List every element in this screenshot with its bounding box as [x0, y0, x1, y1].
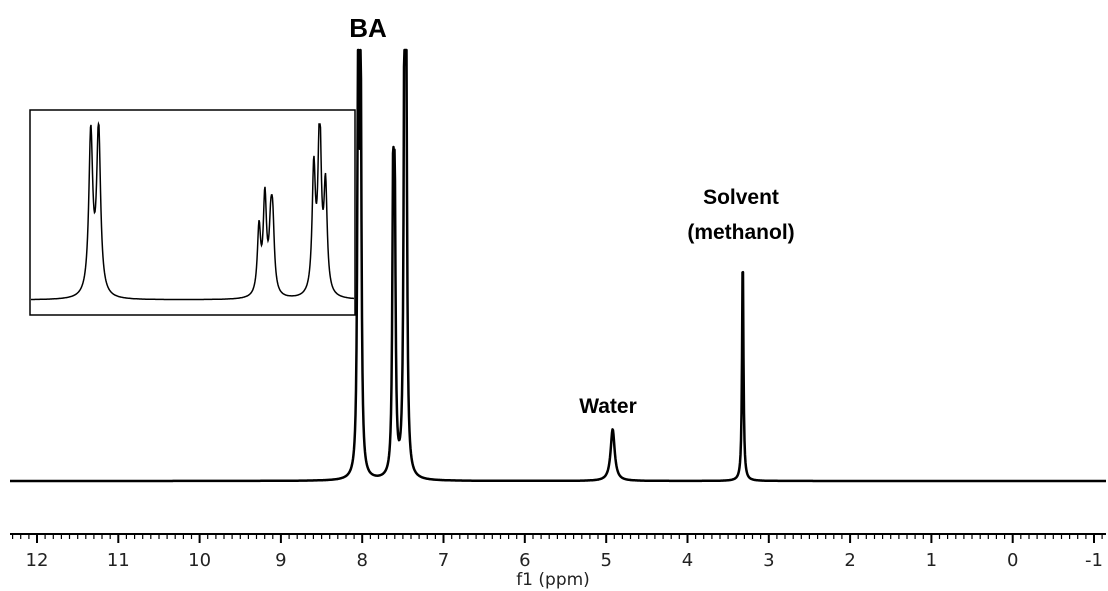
x-tick-label: 7 — [438, 550, 449, 571]
x-tick-label: -1 — [1085, 550, 1103, 571]
inset-spectrum-trace — [31, 121, 355, 301]
x-axis-title: f1 (ppm) — [516, 570, 590, 590]
annotation-methanol: (methanol) — [687, 221, 794, 244]
x-tick-label: 9 — [275, 550, 286, 571]
x-tick-label: 3 — [763, 550, 774, 571]
x-tick-label: 6 — [519, 550, 530, 571]
x-axis-ticks: 12 11 10 9 8 7 6 5 4 3 2 1 0 -1 — [12, 534, 1103, 571]
x-tick-label: 5 — [600, 550, 611, 571]
inset-frame — [29, 109, 356, 316]
annotation-water: Water — [579, 395, 637, 418]
annotation-ba: BA — [349, 13, 387, 43]
x-tick-label: 10 — [188, 550, 211, 571]
main-spectrum-trace — [9, 48, 1107, 483]
x-tick-label: 11 — [107, 550, 130, 571]
x-tick-label: 4 — [682, 550, 693, 571]
x-tick-label: 1 — [926, 550, 937, 571]
x-tick-label: 8 — [356, 550, 367, 571]
annotation-solvent: Solvent — [703, 186, 779, 209]
x-tick-label: 12 — [26, 550, 49, 571]
x-tick-label: 2 — [844, 550, 855, 571]
x-tick-label: 0 — [1007, 550, 1018, 571]
